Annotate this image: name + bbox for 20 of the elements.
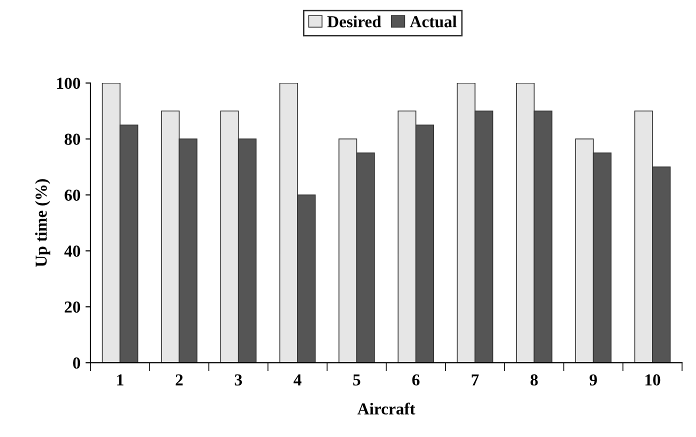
y-axis-title: Up time (%)	[35, 179, 50, 267]
y-tick-label: 20	[64, 301, 80, 313]
x-axis-title: Aircraft	[357, 402, 416, 415]
x-tick-label: 4	[294, 374, 302, 386]
x-tick-label: 5	[353, 374, 360, 386]
x-tick-label: 6	[412, 374, 420, 386]
y-tick-label: 0	[73, 357, 80, 369]
x-tick-label: 1	[117, 374, 124, 386]
x-tick-label: 10	[646, 374, 660, 386]
x-tick-label: 2	[176, 374, 183, 386]
x-tick-label: 9	[590, 374, 597, 386]
x-tick-label: 8	[530, 374, 538, 386]
x-tick-label: 3	[234, 374, 242, 386]
legend-label: Actual	[410, 16, 457, 28]
legend-label: Desired	[327, 16, 382, 28]
y-tick-label: 80	[64, 134, 80, 145]
y-tick-label: 100	[57, 78, 80, 89]
y-tick-label: 40	[64, 246, 80, 257]
y-tick-label: 60	[64, 190, 80, 201]
x-tick-label: 7	[472, 374, 479, 386]
